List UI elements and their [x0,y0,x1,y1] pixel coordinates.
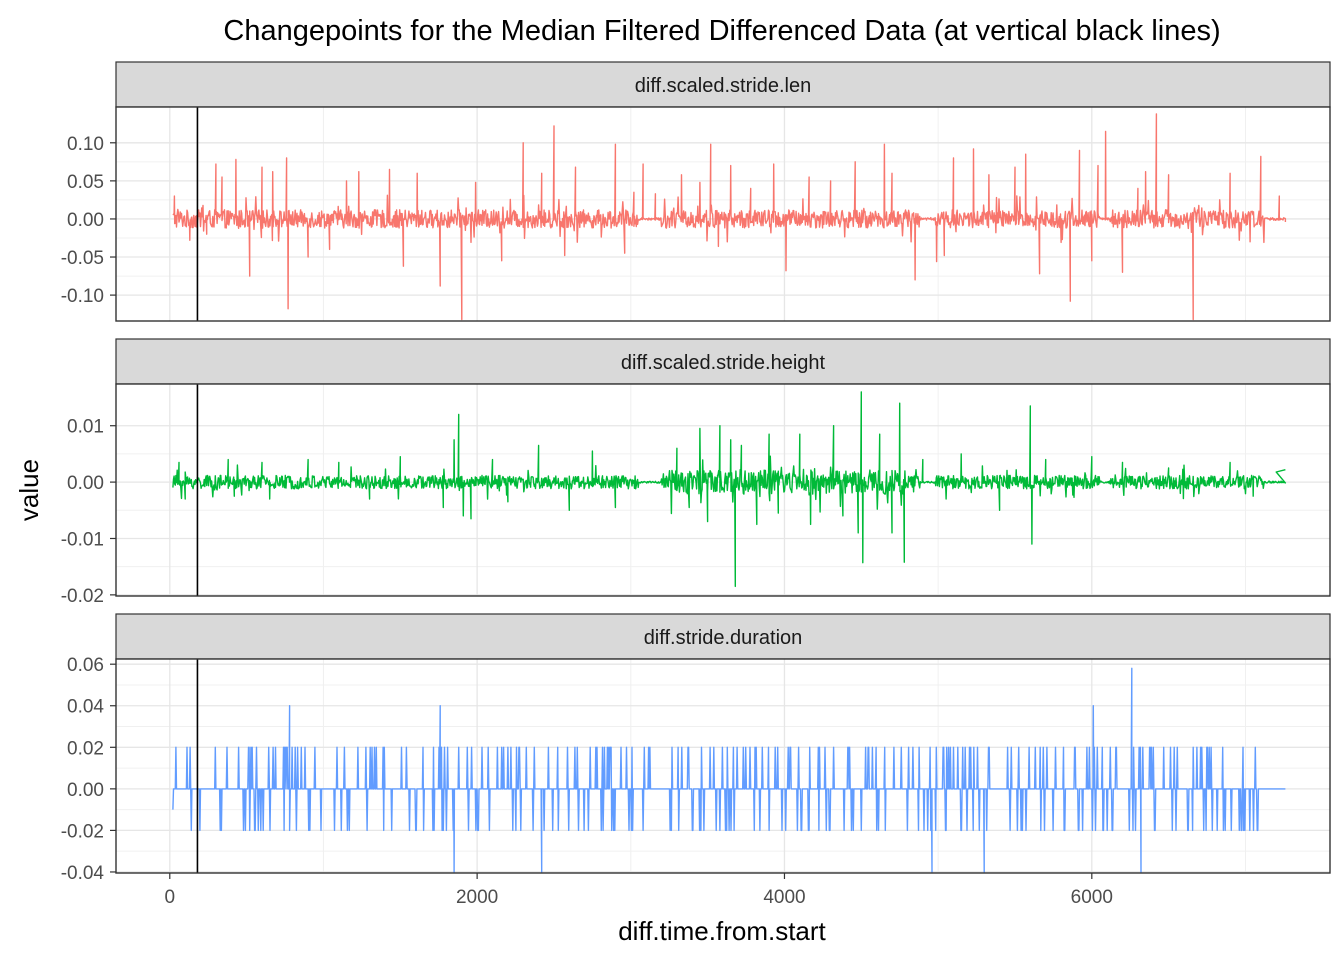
panel-border [115,658,1331,874]
y-tick-label: -0.10 [61,286,104,307]
y-tick-label: -0.02 [61,821,104,842]
series-line [172,113,1287,321]
x-tick-label: 0 [164,887,175,908]
y-tick-label: 0.00 [67,780,104,801]
panel-border [115,383,1331,597]
y-tick-label: 0.06 [67,655,104,676]
x-tick-label: 2000 [456,887,498,908]
y-tick-label: -0.01 [61,529,104,550]
y-tick-label: -0.02 [61,586,104,607]
x-axis: 0 2000 4000 6000 [164,873,1113,908]
facet-strip [115,61,1331,108]
chart-title: Changepoints for the Median Filtered Dif… [223,15,1220,47]
y-tick-label: 0.04 [67,697,104,718]
facet-strip [115,613,1331,660]
facet-strip [115,338,1331,385]
x-tick-label: 6000 [1071,887,1113,908]
y-tick-label: 0.05 [67,172,104,193]
series-line [172,667,1286,873]
y-axis-title: value [14,459,44,521]
facet-panel-1: diff.scaled.stride.len 0.10 0.05 0.00 -0.05 -… [61,61,1331,322]
y-tick-label: -0.04 [61,863,105,884]
x-axis-title: diff.time.from.start [618,916,826,946]
y-tick-label: 0.00 [67,210,104,231]
panel-border [115,106,1331,322]
facet-strip-label: diff.scaled.stride.height [621,352,826,374]
facet-strip-label: diff.stride.duration [644,627,803,649]
y-tick-label: 0.00 [67,473,104,494]
x-tick-label: 4000 [763,887,805,908]
y-tick-label: 0.10 [67,134,104,155]
y-tick-label: 0.01 [67,417,104,438]
facet-panels: diff.scaled.stride.len 0.10 0.05 0.00 -0.05 -… [61,61,1331,884]
facet-strip-label: diff.scaled.stride.len [635,75,811,97]
series-line [172,391,1287,588]
facet-panel-3: diff.stride.duration 0.06 0.04 0.02 0.00 -0.0… [61,613,1331,884]
y-tick-label: 0.02 [67,738,104,759]
y-tick-label: -0.05 [61,248,104,269]
facet-panel-2: diff.scaled.stride.height 0.01 0.00 -0.01 -0… [61,338,1331,607]
